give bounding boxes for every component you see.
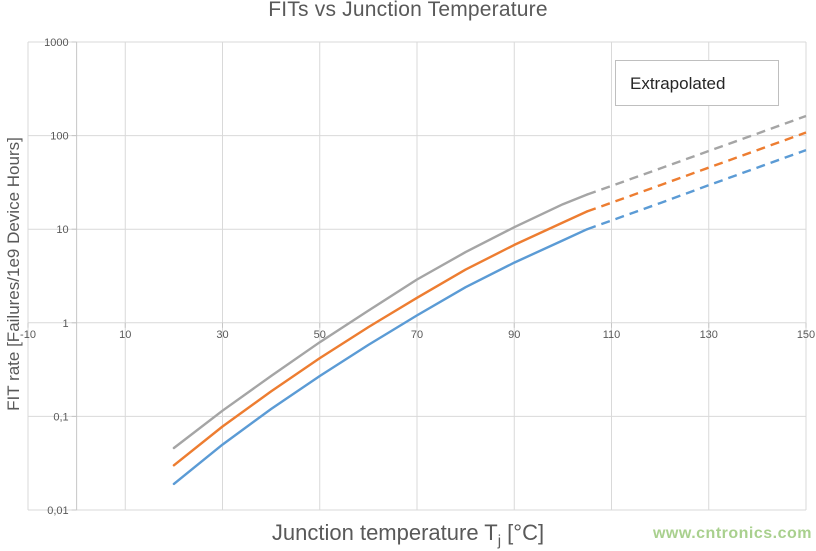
x-axis-title: Junction temperature Tj [°C] (0, 520, 816, 549)
x-tick-label: 10 (119, 329, 131, 341)
x-tick-label: 30 (216, 329, 228, 341)
x-tick-label: 110 (603, 329, 621, 341)
legend-box: Extrapolated (615, 60, 779, 106)
x-tick-label: 130 (700, 329, 718, 341)
x-tick-label: 50 (314, 329, 326, 341)
series-solid-lower-blue (172, 227, 589, 486)
x-axis-title-unit: [°C] (501, 519, 545, 545)
y-tick-label: 10 (56, 224, 68, 236)
chart-title: FITs vs Junction Temperature (268, 0, 548, 21)
watermark: www.cntronics.com (652, 525, 812, 542)
y-tick-label: 1000 (44, 37, 68, 49)
x-tick-label: -10 (20, 329, 36, 341)
series-solid-upper-gray (172, 193, 589, 450)
series-solid-middle-orange (172, 210, 589, 467)
x-axis-title-text: Junction temperature T (271, 519, 498, 545)
y-tick-label: 0,1 (53, 411, 68, 423)
y-axis-title: FIT rate [Failures/1e9 Device Hours] (4, 137, 23, 411)
x-tick-label: 70 (411, 329, 423, 341)
x-axis-title-subscript: j (497, 532, 502, 549)
x-tick-label: 150 (797, 329, 815, 341)
series-extrapolated-upper-gray (586, 114, 807, 196)
x-tick-label: 90 (508, 329, 520, 341)
series-extrapolated-middle-orange (586, 131, 807, 213)
legend-label: Extrapolated (630, 74, 726, 93)
y-tick-label: 100 (50, 131, 68, 143)
y-tick-label: 1 (63, 318, 69, 330)
series-extrapolated-lower-blue (586, 148, 807, 231)
y-tick-label: 0,01 (47, 505, 68, 517)
